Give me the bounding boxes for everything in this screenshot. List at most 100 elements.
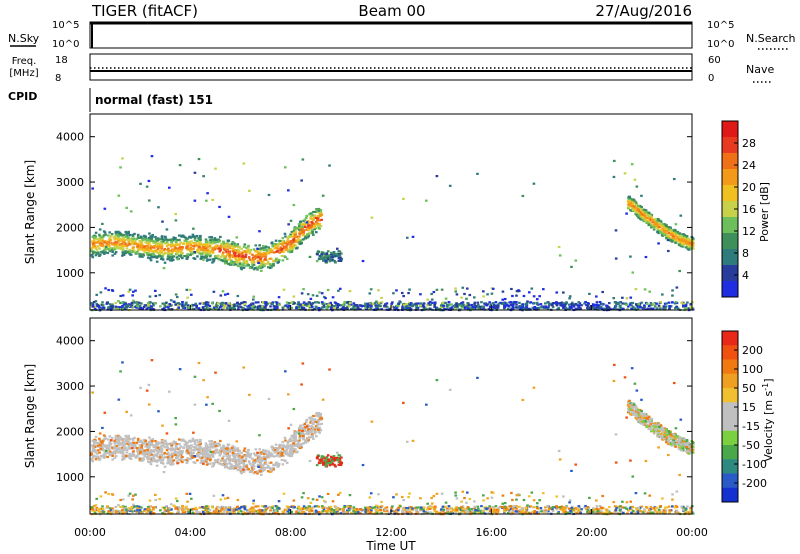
power-point-2508 xyxy=(188,288,192,291)
power-point-3134 xyxy=(515,306,518,309)
power-point-2953 xyxy=(516,289,519,293)
nsearch-label: N.Search xyxy=(746,32,796,45)
power-point-1136 xyxy=(293,227,296,230)
velocity-point-570 xyxy=(295,451,298,454)
power-point-873 xyxy=(230,262,233,265)
velocity-point-1304 xyxy=(300,431,304,434)
power-point-2879 xyxy=(275,301,279,304)
power-point-1898 xyxy=(661,225,665,228)
power-point-1381 xyxy=(148,242,151,245)
power-point-2900 xyxy=(530,287,534,290)
power-point-2986 xyxy=(577,304,580,307)
velocity-point-1009 xyxy=(98,442,101,445)
velocity-point-746 xyxy=(91,455,95,458)
power-point-994 xyxy=(98,247,101,250)
power-point-1780 xyxy=(639,218,643,221)
power-point-326 xyxy=(159,249,162,252)
power-point-111 xyxy=(305,228,308,231)
power-point-1303 xyxy=(218,247,221,250)
velocity-point-1299 xyxy=(269,467,272,470)
power-point-751 xyxy=(152,252,155,255)
power-point-3229 xyxy=(435,174,439,178)
power-point-3152 xyxy=(273,307,277,311)
power-point-1663 xyxy=(685,234,689,238)
velocity-point-1130 xyxy=(298,429,301,432)
power-point-1194 xyxy=(95,251,99,255)
power-point-1162 xyxy=(191,233,195,236)
velocity-point-1350 xyxy=(135,441,138,444)
power-point-1828 xyxy=(657,219,661,222)
power-point-3147 xyxy=(152,304,155,307)
power-point-1704 xyxy=(630,209,634,213)
power-point-2330 xyxy=(185,301,188,304)
power-point-1799 xyxy=(659,219,662,223)
power-point-1915 xyxy=(301,308,305,311)
power-point-2263 xyxy=(555,291,559,294)
power-scatter-layer xyxy=(90,155,695,312)
power-point-3159 xyxy=(177,306,181,309)
velocity-point-946 xyxy=(211,455,215,458)
power-point-1267 xyxy=(242,260,246,263)
power-point-765 xyxy=(310,212,313,215)
velocity-point-1347 xyxy=(288,454,292,457)
power-point-42 xyxy=(259,249,263,252)
power-point-3281 xyxy=(209,246,213,250)
power-point-1358 xyxy=(237,259,241,262)
power-point-2624 xyxy=(577,301,581,304)
velocity-point-1358 xyxy=(237,463,241,466)
power-point-3332 xyxy=(340,257,343,261)
velocity-point-495 xyxy=(270,470,274,473)
power-point-2901 xyxy=(105,302,109,305)
velocity-point-1071 xyxy=(101,441,104,445)
velocity-point-19 xyxy=(111,451,114,454)
velocity-point-772 xyxy=(141,453,145,456)
power-point-3264 xyxy=(558,254,562,257)
power-point-3356 xyxy=(323,253,326,256)
power-point-1390 xyxy=(228,256,232,259)
velocity-point-1267 xyxy=(242,464,246,467)
power-point-2672 xyxy=(354,307,357,310)
velocity-point-157 xyxy=(238,454,241,457)
velocity-point-1059 xyxy=(214,459,217,462)
velocity-point-1225 xyxy=(124,446,127,449)
velocity-point-1174 xyxy=(311,434,315,437)
power-point-2654 xyxy=(206,303,210,307)
power-point-2355 xyxy=(575,307,578,310)
power-point-2905 xyxy=(546,307,550,311)
power-point-2291 xyxy=(177,302,180,305)
velocity-point-229 xyxy=(98,432,102,435)
power-point-674 xyxy=(208,258,212,261)
power-point-2441 xyxy=(231,306,234,310)
power-point-731 xyxy=(124,251,128,255)
power-point-1371 xyxy=(290,240,294,243)
power-point-2982 xyxy=(317,301,321,304)
power-point-1362 xyxy=(113,241,116,244)
power-point-3273 xyxy=(205,199,208,202)
power-point-1546 xyxy=(650,217,653,220)
cpid-label: CPID xyxy=(8,90,37,103)
power-point-2951 xyxy=(503,306,506,309)
velocity-point-1149 xyxy=(124,439,128,442)
power-point-2516 xyxy=(630,307,633,310)
power-point-3086 xyxy=(397,305,400,308)
power-point-1740 xyxy=(628,204,632,207)
power-point-2160 xyxy=(121,294,125,297)
power-point-2745 xyxy=(236,301,239,304)
velocity-point-370 xyxy=(164,440,167,443)
power-point-2638 xyxy=(650,303,654,306)
velocity-point-7 xyxy=(312,437,315,440)
power-point-1100 xyxy=(240,252,244,255)
velocity-point-1027 xyxy=(244,455,248,458)
velocity-point-1021 xyxy=(222,455,225,458)
power-point-985 xyxy=(183,254,186,258)
power-point-2680 xyxy=(243,304,247,307)
power-point-1254 xyxy=(315,209,319,212)
velocity-point-1359 xyxy=(128,437,132,441)
power-point-729 xyxy=(185,246,188,249)
velocity-point-340 xyxy=(200,459,204,462)
power-point-1311 xyxy=(149,235,153,238)
velocity-point-695 xyxy=(208,459,212,462)
power-point-3145 xyxy=(442,304,446,307)
power-point-569 xyxy=(252,248,256,251)
velocity-point-968 xyxy=(108,452,111,455)
